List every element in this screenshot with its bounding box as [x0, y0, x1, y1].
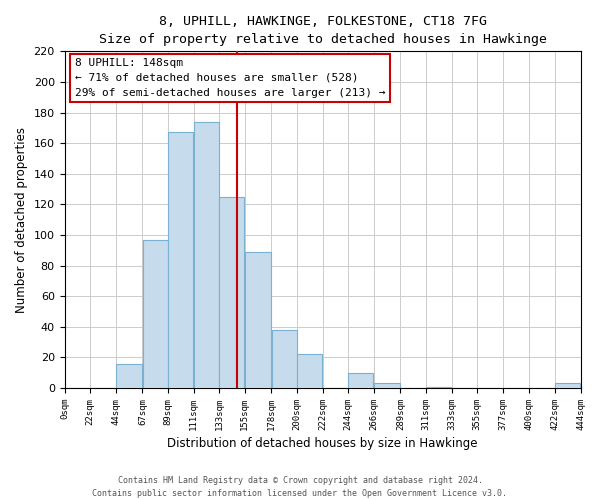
Bar: [374, 384, 400, 388]
Bar: [194, 122, 219, 388]
X-axis label: Distribution of detached houses by size in Hawkinge: Distribution of detached houses by size …: [167, 437, 478, 450]
Bar: [426, 386, 451, 388]
Title: 8, UPHILL, HAWKINGE, FOLKESTONE, CT18 7FG
Size of property relative to detached : 8, UPHILL, HAWKINGE, FOLKESTONE, CT18 7F…: [98, 15, 547, 46]
Text: Contains HM Land Registry data © Crown copyright and database right 2024.
Contai: Contains HM Land Registry data © Crown c…: [92, 476, 508, 498]
Bar: [245, 252, 271, 388]
Bar: [555, 384, 580, 388]
Bar: [349, 373, 373, 388]
Y-axis label: Number of detached properties: Number of detached properties: [15, 126, 28, 312]
Bar: [297, 354, 322, 388]
Bar: [272, 330, 296, 388]
Bar: [168, 132, 193, 388]
Bar: [220, 196, 244, 388]
Bar: [143, 240, 167, 388]
Bar: [116, 364, 142, 388]
Text: 8 UPHILL: 148sqm
← 71% of detached houses are smaller (528)
29% of semi-detached: 8 UPHILL: 148sqm ← 71% of detached house…: [75, 58, 385, 98]
